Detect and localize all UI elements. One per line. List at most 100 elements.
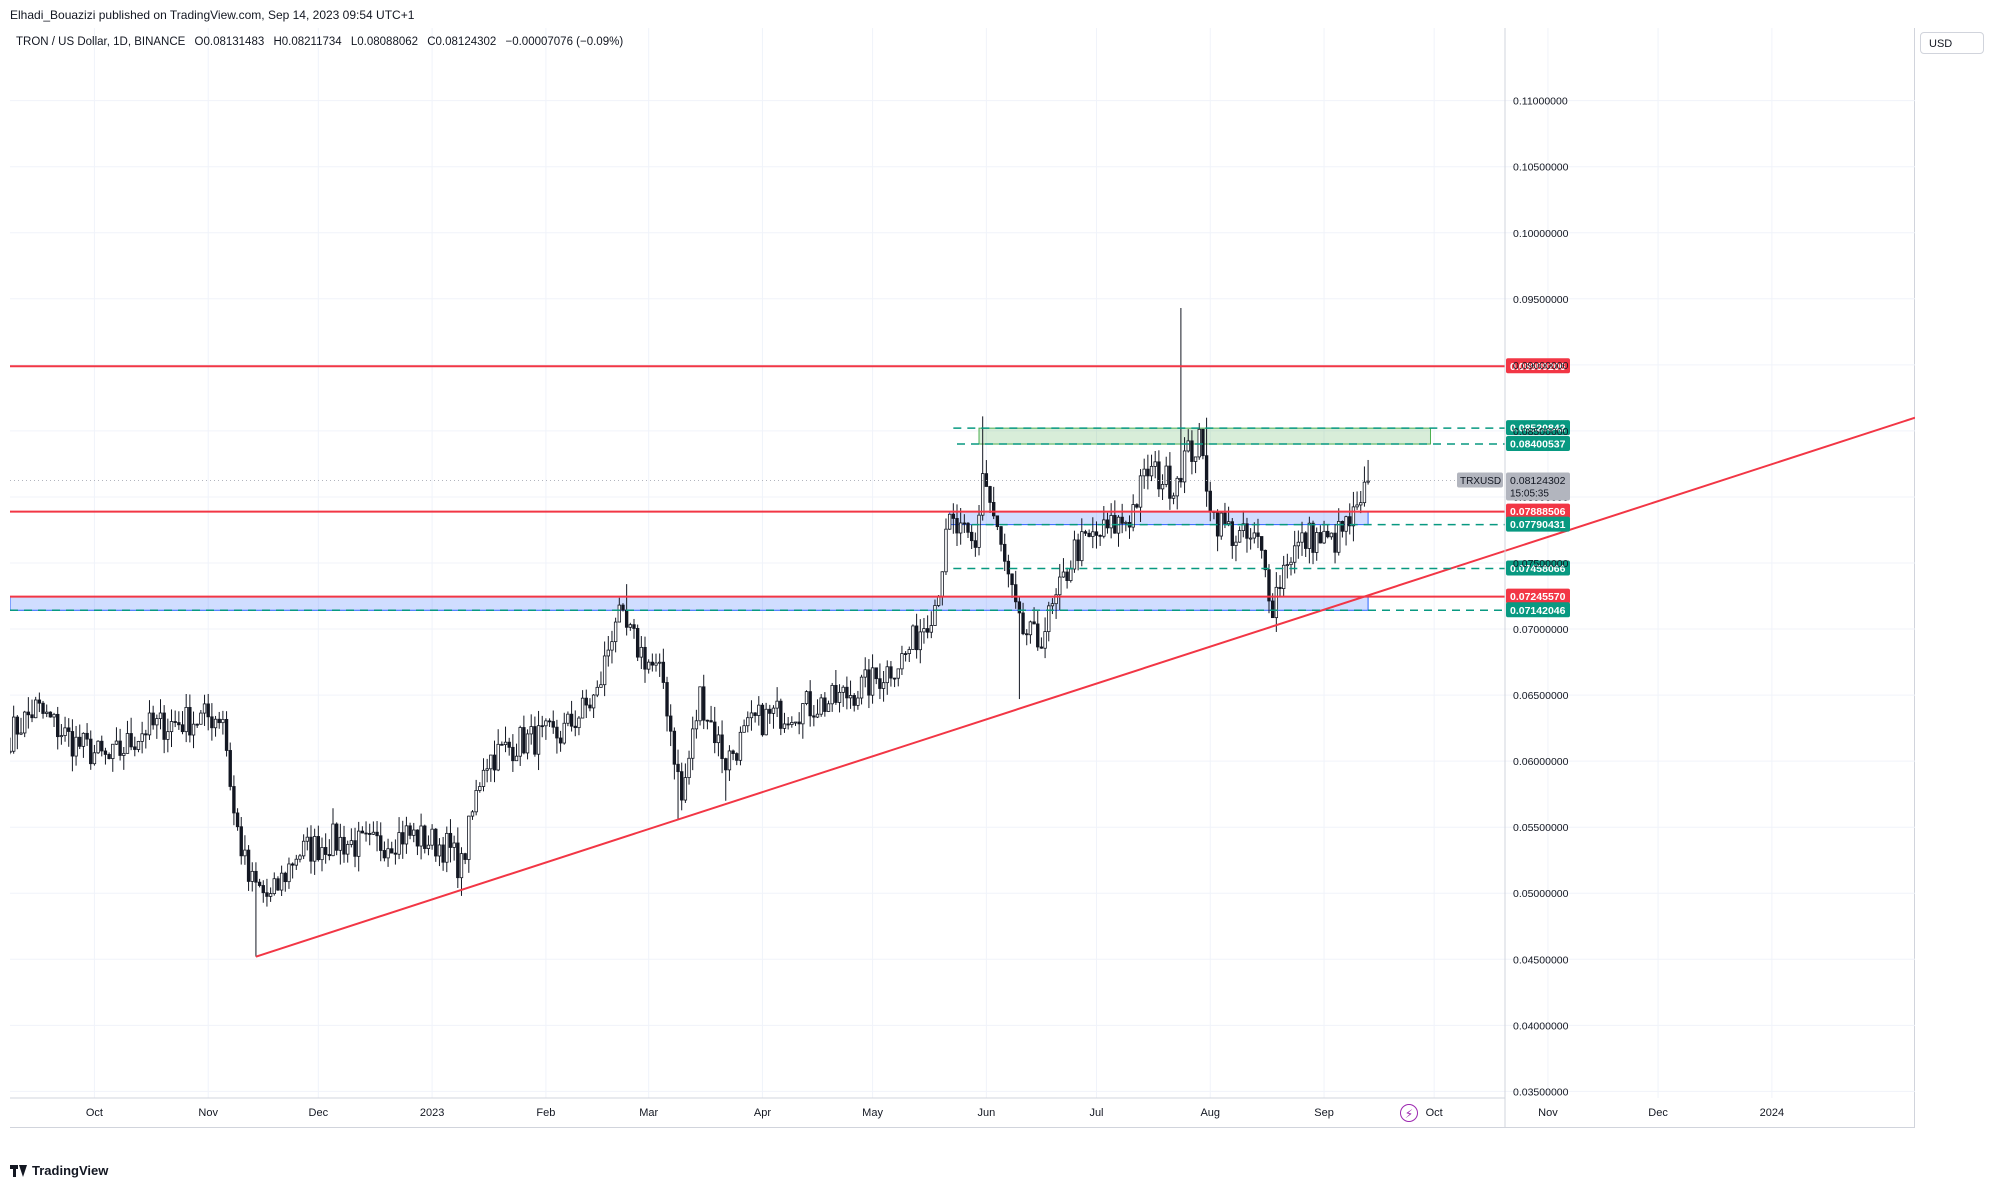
candle-body — [760, 704, 765, 736]
candle-body — [889, 666, 893, 679]
x-tick-label: Nov — [1538, 1107, 1558, 1119]
candle-body — [1146, 468, 1150, 477]
candle-body — [621, 604, 625, 611]
candle-body — [386, 848, 390, 859]
candle-body — [147, 712, 152, 736]
candle-body — [169, 721, 174, 733]
candle-body — [81, 732, 86, 747]
candle-body — [1300, 532, 1304, 543]
candle-body — [393, 852, 398, 855]
candle-body — [158, 712, 163, 719]
candle-body — [687, 757, 691, 779]
candle-body — [188, 707, 192, 736]
candle-body — [1241, 523, 1245, 531]
candle-body — [287, 863, 291, 883]
x-tick-label: Mar — [639, 1107, 658, 1119]
candle-body — [1039, 646, 1044, 649]
candle-body — [408, 825, 412, 836]
candle-body — [1164, 465, 1168, 485]
chart-pane[interactable]: 0.08989206 0.07888506 0.07245570 0.08520842… — [10, 28, 1915, 1128]
candle-body — [573, 725, 577, 729]
candle-body — [643, 646, 647, 670]
candle-body — [1318, 532, 1323, 544]
candle-body — [1219, 512, 1223, 537]
x-tick-label: Aug — [1200, 1107, 1220, 1119]
candle-body — [764, 708, 768, 736]
price-axis-label-text: 0.08520842 — [1510, 423, 1566, 435]
candle-body — [103, 750, 108, 755]
candle-body — [144, 733, 148, 736]
x-tick-label: Jun — [977, 1107, 995, 1119]
candle-body — [591, 694, 596, 709]
candle-body — [819, 697, 823, 715]
candle-body — [1157, 461, 1161, 490]
candle-body — [540, 725, 544, 728]
candle-body — [951, 513, 956, 519]
candle-body — [757, 704, 761, 716]
candle-body — [136, 741, 141, 750]
tradingview-logo-icon — [10, 1164, 28, 1177]
candle-body — [111, 743, 115, 759]
candle-body — [342, 836, 346, 855]
candle-body — [1124, 522, 1128, 524]
candle-body — [867, 669, 871, 696]
candle-body — [368, 833, 372, 835]
candle-body — [85, 732, 89, 740]
candle-body — [195, 723, 199, 726]
candle-body — [801, 703, 805, 725]
candle-body — [713, 721, 717, 744]
candle-body — [1072, 539, 1077, 570]
candle-body — [547, 720, 552, 723]
candle-body — [1234, 541, 1238, 546]
candle-body — [334, 823, 339, 851]
candle-body — [731, 750, 735, 754]
candle-body — [56, 713, 60, 738]
price-axis-label: 0.08989206 — [1506, 358, 1570, 374]
candle-body — [1083, 531, 1088, 534]
price-axis-label: 0.07790431 — [1506, 516, 1570, 532]
candle-body — [735, 753, 739, 761]
candle-body — [1355, 504, 1359, 508]
price-chart[interactable]: 0.08989206 0.07888506 0.07245570 0.08520842… — [10, 28, 1915, 1128]
candle-body — [1340, 521, 1345, 532]
candle-body — [279, 872, 284, 891]
zone-rect — [949, 511, 1369, 526]
candle-body — [746, 717, 750, 727]
currency-selector[interactable]: USD — [1920, 32, 1984, 54]
candle-body — [533, 726, 537, 755]
candle-body — [1168, 465, 1172, 499]
candle-body — [808, 691, 812, 717]
candle-body — [562, 722, 566, 744]
candle-body — [1032, 621, 1036, 625]
candle-body — [162, 712, 166, 740]
candle-body — [1223, 512, 1227, 525]
y-tick-label: 0.09500000 — [1513, 294, 1569, 306]
candle-body — [720, 734, 724, 760]
candle-body — [67, 727, 71, 732]
candle-body — [555, 726, 559, 739]
candle-body — [1226, 521, 1231, 525]
candle-body — [977, 514, 981, 548]
candle-body — [992, 502, 996, 517]
candle-body — [1259, 536, 1264, 551]
lightning-icon[interactable]: ⚡ — [1400, 1104, 1418, 1122]
candle-body — [936, 595, 941, 606]
candle-body — [922, 628, 926, 633]
candle-body — [1311, 522, 1315, 553]
candle-body — [272, 878, 276, 895]
candle-body — [624, 609, 629, 628]
candle-body — [445, 832, 449, 863]
tradingview-logo[interactable]: TradingView — [10, 1163, 108, 1178]
candle-body — [1076, 539, 1080, 562]
candle-body — [823, 697, 827, 712]
candle-body — [1245, 523, 1249, 539]
candle-body — [613, 621, 618, 643]
candle-body — [958, 522, 963, 534]
y-tick-label: 0.04000000 — [1513, 1020, 1569, 1032]
x-tick-label: Apr — [754, 1107, 771, 1119]
candle-body — [397, 832, 401, 855]
candle-body — [676, 763, 680, 773]
candle-body — [870, 667, 875, 696]
candle-body — [1091, 531, 1095, 537]
candle-body — [492, 754, 497, 771]
